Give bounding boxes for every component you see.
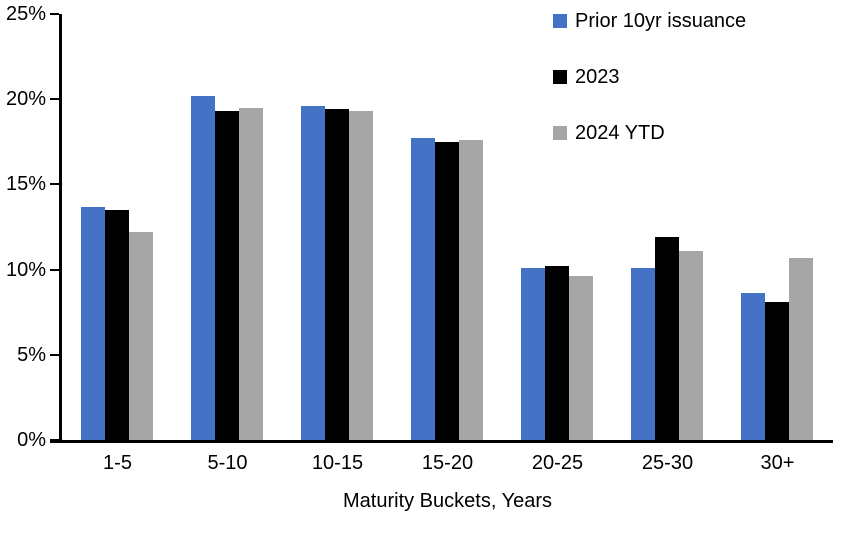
bar-2023-30+: [765, 301, 789, 440]
legend-swatch-prior-10yr-issuance: [553, 14, 567, 28]
legend-swatch-2023: [553, 70, 567, 84]
y-axis: [59, 14, 62, 443]
bar-2023-10-15: [325, 109, 349, 440]
legend-swatch-2024-ytd: [553, 126, 567, 140]
bar-prior-10yr-issuance-15-20: [411, 138, 435, 440]
bar-2024-ytd-20-25: [569, 276, 593, 440]
y-axis-label-5: 5%: [17, 343, 46, 366]
legend-label-2024-ytd: 2024 YTD: [575, 122, 665, 144]
y-axis-label-25: 25%: [5, 3, 46, 25]
y-tick-0: [50, 439, 59, 441]
bar-2024-ytd-15-20: [459, 140, 483, 440]
y-axis-label-10: 10%: [5, 258, 46, 281]
bar-prior-10yr-issuance-30+: [741, 293, 765, 440]
x-axis-label-20-25: 20-25: [531, 452, 584, 474]
y-axis-label-15: 15%: [5, 173, 46, 196]
legend-label-2023: 2023: [575, 66, 620, 88]
bar-prior-10yr-issuance-5-10: [191, 95, 215, 440]
bar-prior-10yr-issuance-10-15: [301, 106, 325, 440]
x-axis-label-10-15: 10-15: [311, 452, 364, 474]
y-axis-label-20: 20%: [5, 88, 46, 111]
bar-group-20-25: [521, 14, 594, 440]
y-tick-20: [50, 98, 59, 101]
y-tick-15: [50, 183, 59, 186]
bar-2023-1-5: [105, 209, 129, 440]
bar-2023-25-30: [655, 237, 679, 440]
bar-2024-ytd-25-30: [679, 250, 703, 440]
bar-2024-ytd-10-15: [349, 111, 373, 440]
bar-2024-ytd-30+: [789, 257, 813, 440]
x-axis-label-15-20: 15-20: [421, 452, 474, 474]
legend-label-prior-10yr-issuance: Prior 10yr issuance: [575, 10, 747, 32]
bar-group-15-20: [411, 14, 484, 440]
x-axis-label-30+: 30+: [760, 452, 795, 474]
plot-area: [62, 14, 833, 440]
x-axis-label-25-30: 25-30: [641, 452, 694, 474]
bar-group-5-10: [191, 14, 264, 440]
legend-item-2024-ytd: 2024 YTD: [553, 121, 746, 145]
y-tick-5: [50, 353, 59, 356]
bar-2023-20-25: [545, 266, 569, 440]
bar-2023-15-20: [435, 141, 459, 440]
y-axis-label-0: 0%: [17, 429, 46, 451]
x-axis-label-1-5: 1-5: [103, 452, 132, 474]
legend-item-2023: 2023: [553, 65, 746, 89]
legend-item-prior-10yr-issuance: Prior 10yr issuance: [553, 9, 746, 33]
bar-prior-10yr-issuance-25-30: [631, 267, 655, 440]
x-axis: [50, 440, 833, 443]
legend: Prior 10yr issuance 2023 2024 YTD: [553, 9, 746, 177]
x-axis-title: Maturity Buckets, Years: [343, 490, 552, 512]
x-axis-label-5-10: 5-10: [207, 452, 248, 474]
bar-2024-ytd-1-5: [129, 232, 153, 440]
bar-2023-5-10: [215, 111, 239, 440]
bar-group-1-5: [81, 14, 154, 440]
y-tick-25: [50, 13, 59, 15]
bar-group-30+: [741, 14, 814, 440]
bar-prior-10yr-issuance-1-5: [81, 206, 105, 440]
bar-2024-ytd-5-10: [239, 107, 263, 440]
bar-group-10-15: [301, 14, 374, 440]
bar-group-25-30: [631, 14, 704, 440]
bar-prior-10yr-issuance-20-25: [521, 267, 545, 440]
y-tick-10: [50, 268, 59, 271]
